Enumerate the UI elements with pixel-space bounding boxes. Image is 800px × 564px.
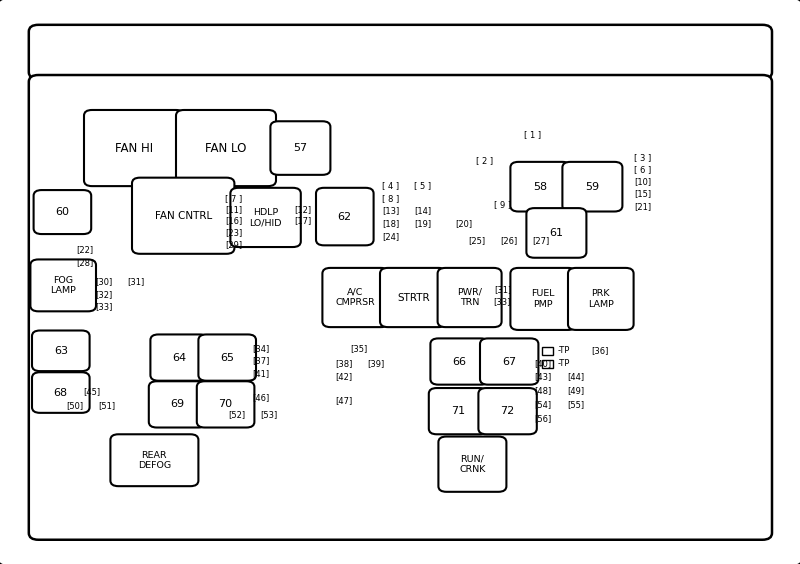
Text: FUEL
PMP: FUEL PMP xyxy=(531,289,555,309)
Text: [26]: [26] xyxy=(500,236,518,245)
Text: [ 8 ]: [ 8 ] xyxy=(382,194,399,203)
Text: [31]: [31] xyxy=(494,285,511,294)
Text: [42]: [42] xyxy=(335,372,353,381)
Text: 57: 57 xyxy=(294,143,307,153)
Text: [37]: [37] xyxy=(252,356,270,365)
FancyBboxPatch shape xyxy=(198,334,256,381)
FancyBboxPatch shape xyxy=(568,268,634,330)
FancyBboxPatch shape xyxy=(510,162,570,212)
Text: FAN HI: FAN HI xyxy=(115,142,153,155)
Text: RUN/
CRNK: RUN/ CRNK xyxy=(459,455,486,474)
Text: A/C
CMPRSR: A/C CMPRSR xyxy=(336,288,375,307)
Text: [40]: [40] xyxy=(534,359,551,368)
Text: [56]: [56] xyxy=(534,414,551,423)
Text: [45]: [45] xyxy=(83,387,101,396)
FancyBboxPatch shape xyxy=(322,268,389,327)
Text: [ 5 ]: [ 5 ] xyxy=(414,182,431,191)
Text: [29]: [29] xyxy=(225,240,242,249)
Text: 61: 61 xyxy=(550,228,563,238)
Text: [19]: [19] xyxy=(414,219,431,228)
Text: PWR/
TRN: PWR/ TRN xyxy=(457,288,482,307)
Text: [ 7 ]: [ 7 ] xyxy=(225,195,242,204)
Text: [24]: [24] xyxy=(382,232,399,241)
FancyBboxPatch shape xyxy=(110,434,198,486)
FancyBboxPatch shape xyxy=(230,188,301,247)
Text: 64: 64 xyxy=(172,352,186,363)
FancyBboxPatch shape xyxy=(430,338,489,385)
Text: [52]: [52] xyxy=(228,410,246,419)
Text: [14]: [14] xyxy=(414,206,431,215)
FancyBboxPatch shape xyxy=(30,259,96,311)
Text: [ 3 ]: [ 3 ] xyxy=(634,153,652,162)
FancyBboxPatch shape xyxy=(380,268,446,327)
Text: [28]: [28] xyxy=(76,258,94,267)
Text: 65: 65 xyxy=(220,352,234,363)
Text: [20]: [20] xyxy=(455,219,473,228)
Text: FOG
LAMP: FOG LAMP xyxy=(50,276,76,295)
Text: [ 9 ]: [ 9 ] xyxy=(494,200,511,209)
Text: 59: 59 xyxy=(586,182,599,192)
Text: 66: 66 xyxy=(453,356,466,367)
Text: 58: 58 xyxy=(534,182,547,192)
Text: [16]: [16] xyxy=(225,217,242,226)
FancyBboxPatch shape xyxy=(542,360,554,368)
Text: FAN CNTRL: FAN CNTRL xyxy=(154,211,212,221)
Text: 63: 63 xyxy=(54,346,68,356)
FancyBboxPatch shape xyxy=(29,25,772,79)
FancyBboxPatch shape xyxy=(132,178,234,254)
Text: [49]: [49] xyxy=(567,386,585,395)
Text: [38]: [38] xyxy=(335,359,353,368)
Text: 70: 70 xyxy=(218,399,233,409)
FancyBboxPatch shape xyxy=(438,268,502,327)
Text: [43]: [43] xyxy=(534,372,551,381)
FancyBboxPatch shape xyxy=(34,190,91,234)
Text: STRTR: STRTR xyxy=(397,293,430,302)
Text: [15]: [15] xyxy=(634,190,651,199)
Text: [13]: [13] xyxy=(382,206,399,215)
Text: [48]: [48] xyxy=(534,386,551,395)
FancyBboxPatch shape xyxy=(542,347,554,355)
FancyBboxPatch shape xyxy=(270,121,330,175)
Text: REAR
DEFOG: REAR DEFOG xyxy=(138,451,171,470)
FancyBboxPatch shape xyxy=(478,388,537,434)
Text: -TP: -TP xyxy=(558,359,570,368)
Text: [35]: [35] xyxy=(350,344,367,353)
Text: [ 2 ]: [ 2 ] xyxy=(476,156,494,165)
FancyBboxPatch shape xyxy=(429,388,487,434)
Text: [54]: [54] xyxy=(534,400,551,409)
Text: [55]: [55] xyxy=(567,400,585,409)
Text: [27]: [27] xyxy=(532,236,550,245)
Text: [53]: [53] xyxy=(260,410,278,419)
FancyBboxPatch shape xyxy=(32,331,90,371)
FancyBboxPatch shape xyxy=(149,381,206,428)
Text: [33]: [33] xyxy=(494,297,511,306)
FancyBboxPatch shape xyxy=(526,208,586,258)
Text: [39]: [39] xyxy=(367,359,385,368)
Text: PRK
LAMP: PRK LAMP xyxy=(588,289,614,309)
Text: [17]: [17] xyxy=(294,217,311,226)
Text: HDLP
LO/HID: HDLP LO/HID xyxy=(250,208,282,227)
Text: [32]: [32] xyxy=(95,290,113,299)
Text: [36]: [36] xyxy=(591,346,609,355)
Text: [31]: [31] xyxy=(127,277,145,287)
Text: [33]: [33] xyxy=(95,302,113,311)
Text: 68: 68 xyxy=(54,387,68,398)
Text: 69: 69 xyxy=(170,399,185,409)
Text: [21]: [21] xyxy=(634,202,651,211)
FancyBboxPatch shape xyxy=(29,75,772,540)
FancyBboxPatch shape xyxy=(150,334,208,381)
Text: [41]: [41] xyxy=(252,369,270,378)
Text: [25]: [25] xyxy=(468,236,486,245)
Text: 67: 67 xyxy=(502,356,516,367)
Text: 72: 72 xyxy=(501,406,514,416)
Text: [30]: [30] xyxy=(95,277,113,287)
Text: 62: 62 xyxy=(338,212,352,222)
Text: -TP: -TP xyxy=(558,346,570,355)
Text: [10]: [10] xyxy=(634,177,651,186)
Text: 71: 71 xyxy=(451,406,465,416)
FancyBboxPatch shape xyxy=(438,437,506,492)
FancyBboxPatch shape xyxy=(510,268,576,330)
Text: FAN LO: FAN LO xyxy=(206,142,246,155)
Text: [ 6 ]: [ 6 ] xyxy=(634,165,652,174)
